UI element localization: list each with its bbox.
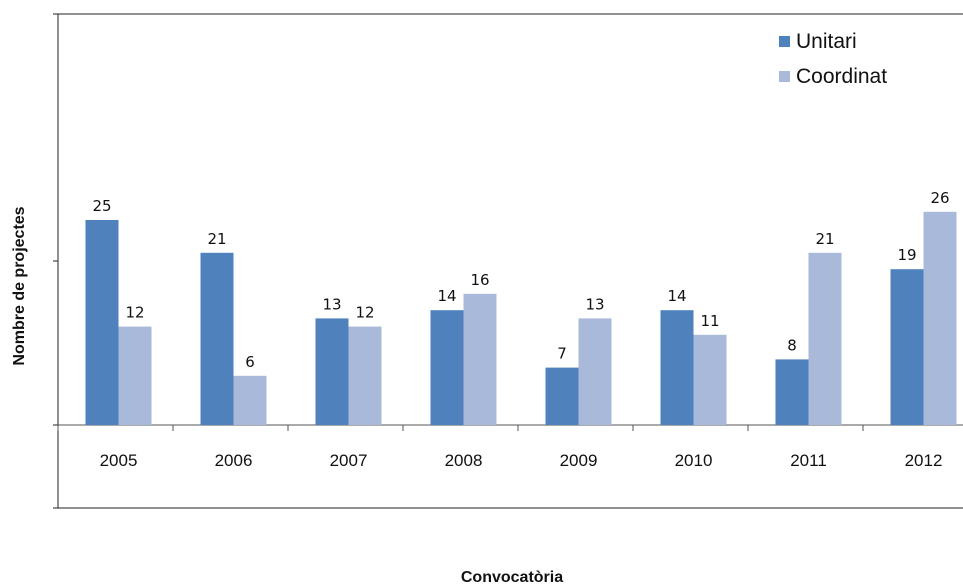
data-label-coordinat-2005: 12 <box>125 304 144 322</box>
data-label-unitari-2006: 21 <box>207 230 226 248</box>
bar-unitari-2008 <box>430 310 464 425</box>
bar-coordinat-2012 <box>923 211 957 425</box>
legend-swatch-coordinat <box>779 71 790 82</box>
x-tick-label-2009: 2009 <box>560 451 598 470</box>
bar-coordinat-2009 <box>578 318 612 425</box>
data-label-unitari-2009: 7 <box>557 345 567 363</box>
data-label-unitari-2007: 13 <box>322 295 341 313</box>
x-tick-label-2010: 2010 <box>675 451 713 470</box>
bar-unitari-2011 <box>775 359 809 425</box>
x-tick-label-2008: 2008 <box>445 451 483 470</box>
bar-unitari-2012 <box>890 269 924 425</box>
x-tick-label-2007: 2007 <box>330 451 368 470</box>
data-label-coordinat-2010: 11 <box>700 312 719 330</box>
bar-unitari-2010 <box>660 310 694 425</box>
bar-coordinat-2011 <box>808 252 842 425</box>
bar-coordinat-2006 <box>233 375 267 425</box>
legend-label-coordinat: Coordinat <box>796 65 887 88</box>
data-label-coordinat-2007: 12 <box>355 304 374 322</box>
legend: Unitari Coordinat <box>779 30 887 88</box>
bar-unitari-2006 <box>200 252 234 425</box>
bar-unitari-2005 <box>85 220 119 425</box>
bar-coordinat-2008 <box>463 293 497 425</box>
bar-unitari-2007 <box>315 318 349 425</box>
bar-coordinat-2007 <box>348 326 382 425</box>
x-tick-label-2011: 2011 <box>790 451 827 470</box>
data-label-coordinat-2009: 13 <box>585 295 604 313</box>
data-label-unitari-2008: 14 <box>437 287 456 305</box>
y-axis-title: Nombre de projectes <box>11 206 28 365</box>
x-tick-label-2006: 2006 <box>215 451 253 470</box>
data-label-unitari-2010: 14 <box>667 287 686 305</box>
x-axis-title: Convocatòria <box>461 569 563 586</box>
data-labels-layer: 25 12 21 6 13 12 14 16 7 13 14 11 8 21 19 26 <box>92 189 949 371</box>
x-tick-labels-layer: 2005 2006 2007 2008 2009 2010 2011 2012 <box>100 451 943 470</box>
legend-swatch-unitari <box>779 36 790 47</box>
x-tick-label-2005: 2005 <box>100 451 138 470</box>
bar-unitari-2009 <box>545 367 579 425</box>
data-label-unitari-2012: 19 <box>897 246 916 264</box>
data-label-coordinat-2012: 26 <box>930 189 949 207</box>
x-tick-label-2012: 2012 <box>905 451 943 470</box>
data-label-unitari-2011: 8 <box>787 336 797 354</box>
data-label-coordinat-2011: 21 <box>815 230 834 248</box>
bar-coordinat-2005 <box>118 326 152 425</box>
data-label-coordinat-2008: 16 <box>470 271 489 289</box>
data-label-unitari-2005: 25 <box>92 197 111 215</box>
legend-label-unitari: Unitari <box>796 30 857 53</box>
bars-layer <box>85 211 957 425</box>
bar-coordinat-2010 <box>693 334 727 425</box>
data-label-coordinat-2006: 6 <box>245 353 255 371</box>
